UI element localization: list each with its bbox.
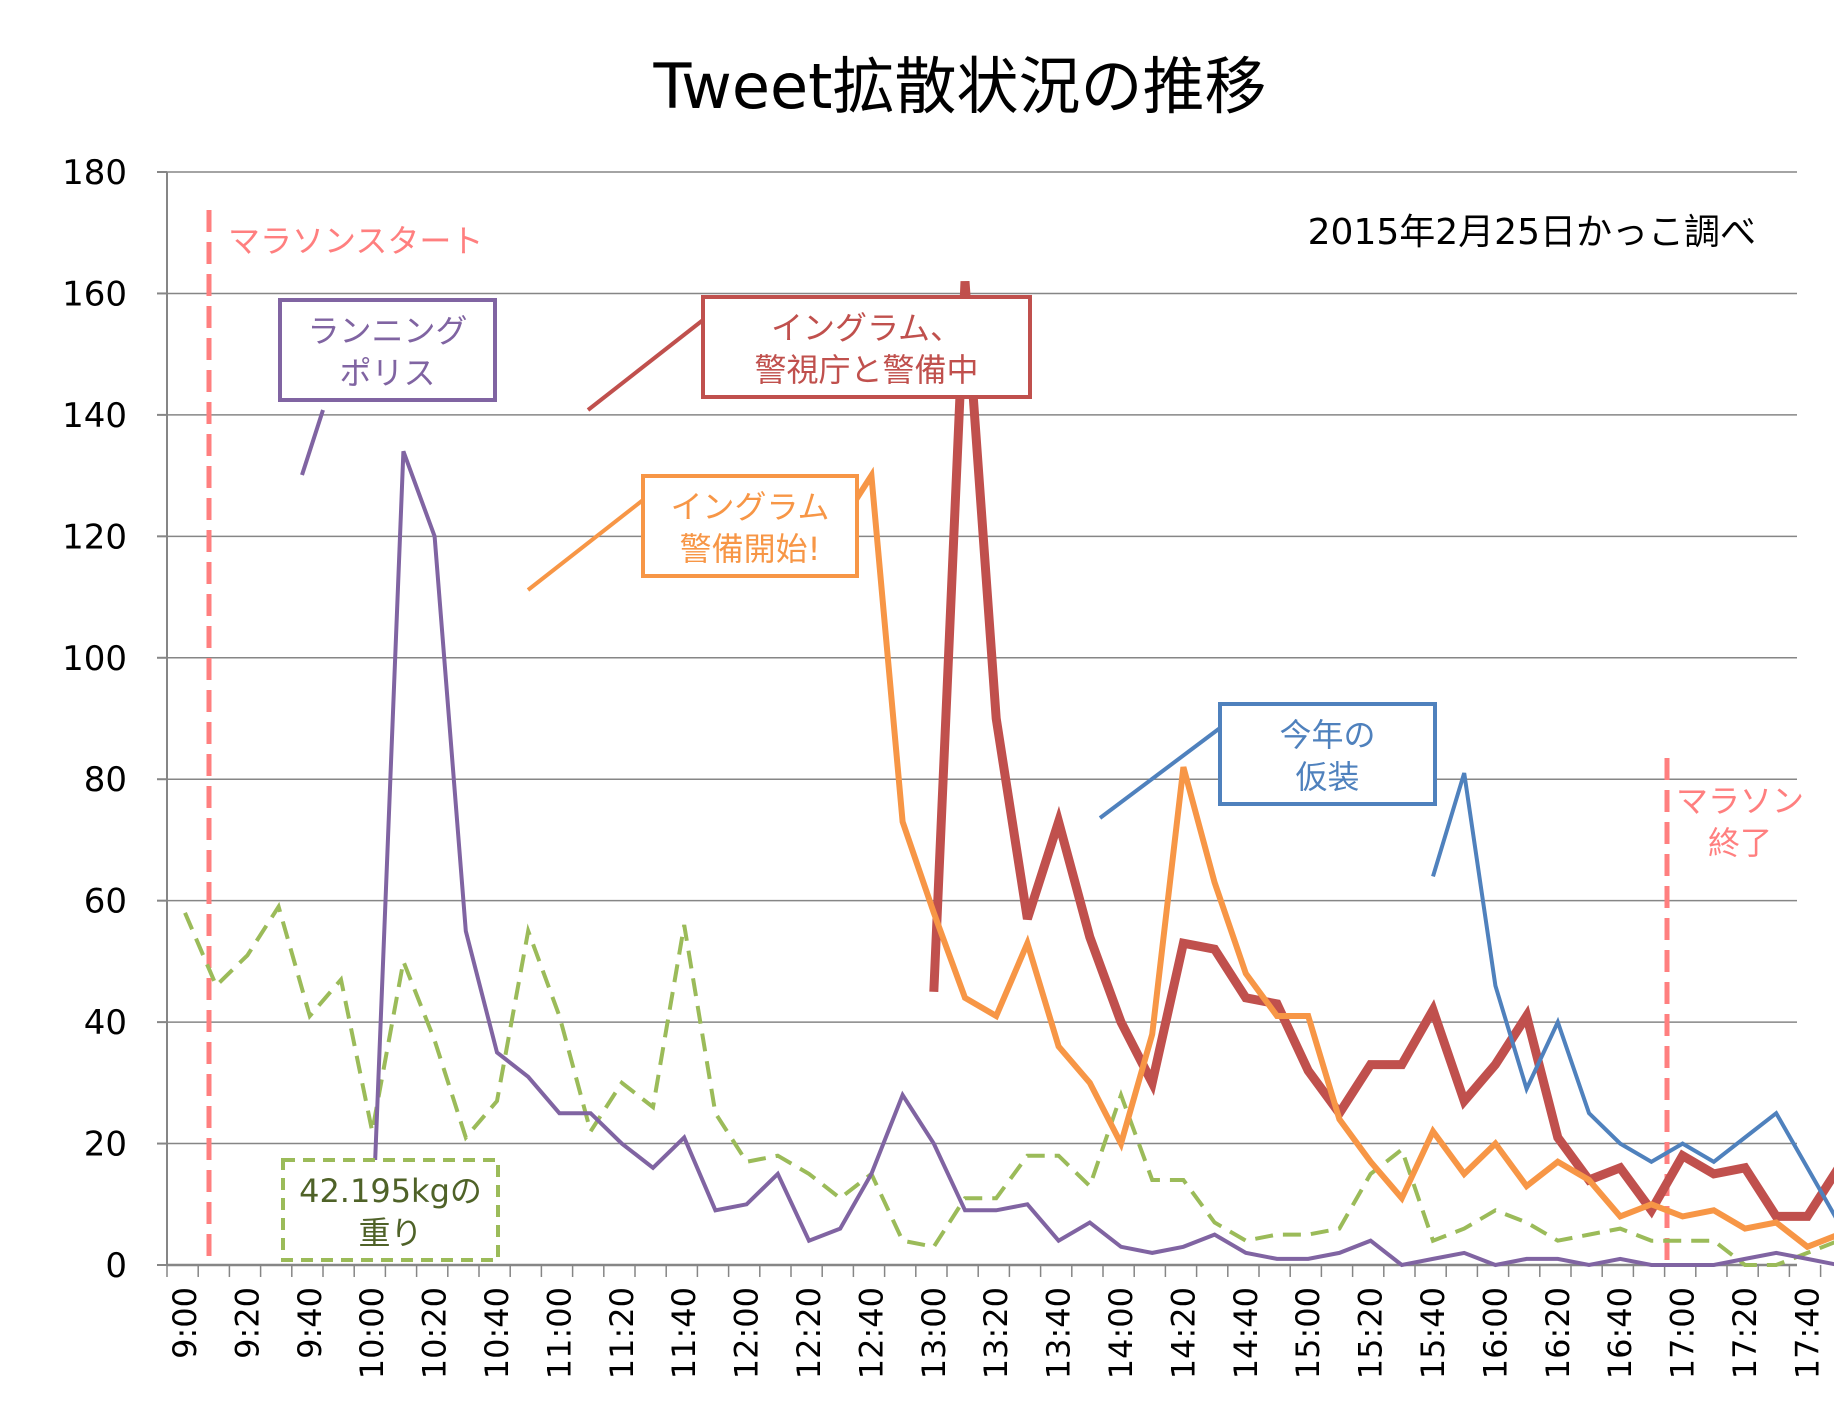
y-tick-label: 180	[62, 153, 127, 193]
x-tick-label: 13:40	[1040, 1287, 1078, 1379]
x-tick-label: 11:00	[540, 1287, 578, 1379]
x-tick-label: 15:40	[1414, 1287, 1452, 1379]
annotation-box	[701, 295, 1032, 399]
annotation-text: イングラム、	[771, 309, 962, 347]
x-tick-label: 10:40	[478, 1287, 516, 1379]
y-tick-label: 160	[62, 274, 127, 314]
source-note: 2015年2月25日かっこ調べ	[1308, 212, 1756, 253]
x-tick-label: 16:20	[1539, 1287, 1577, 1379]
x-axis: 9:00 9:20 9:40 10:00 10:20 10:40 11:00 11:20 11:…	[166, 1287, 1826, 1379]
annotation-text: ポリス	[339, 354, 435, 392]
marathon-start-label: マラソンスタート	[228, 222, 483, 260]
series-line-red	[929, 280, 1834, 1221]
x-tick-label: 13:20	[977, 1287, 1015, 1379]
series-lines	[183, 280, 1834, 1268]
series-line-blue	[1431, 772, 1834, 1219]
annotation-text: イングラム	[670, 488, 829, 526]
y-tick-label: 20	[84, 1125, 127, 1165]
annotation-text: 警視庁と警備中	[754, 351, 978, 389]
x-tick-label: 12:20	[790, 1287, 828, 1379]
annotation-leader	[586, 318, 705, 412]
annotation-box	[641, 474, 859, 578]
y-tick-label: 0	[105, 1246, 127, 1286]
marathon-end-label: マラソン	[1676, 782, 1804, 820]
annotation-text: 今年の	[1279, 716, 1375, 754]
x-tick-label: 16:40	[1601, 1287, 1639, 1379]
annotation-text: ランニング	[307, 312, 467, 350]
annotation-text: 警備開始!	[680, 530, 821, 568]
annotation-box	[278, 298, 497, 402]
annotation-text: 仮装	[1295, 758, 1359, 796]
x-tick-label: 12:40	[852, 1287, 890, 1379]
y-tick-label: 60	[84, 882, 127, 922]
y-tick-label: 140	[62, 396, 127, 436]
x-tick-label: 15:20	[1352, 1287, 1390, 1379]
y-tick-label: 40	[84, 1003, 127, 1043]
x-tick-label: 13:00	[915, 1287, 953, 1379]
annotation-text: 42.195kgの	[299, 1172, 482, 1210]
annotation-leader	[1098, 726, 1222, 820]
series-line-orange	[837, 466, 1834, 1251]
series-line-dashed	[183, 901, 1834, 1267]
x-tick-label: 9:40	[291, 1287, 329, 1359]
x-tick-label: 10:00	[353, 1287, 391, 1379]
marathon-end-label: 終了	[1708, 824, 1772, 862]
x-tick-label: 17:00	[1664, 1287, 1702, 1379]
x-tick-label: 16:00	[1476, 1287, 1514, 1379]
x-tick-label: 17:40	[1788, 1287, 1826, 1379]
x-tick-label: 14:20	[1164, 1287, 1202, 1379]
x-tick-label: 14:40	[1227, 1287, 1265, 1379]
x-tick-label: 9:20	[228, 1287, 266, 1359]
x-tick-label: 11:20	[603, 1287, 641, 1379]
y-axis: 0 20 40 60 80 100 120 140 160 180	[62, 153, 127, 1286]
series-line-purple	[370, 450, 1834, 1268]
annotation-leader	[526, 498, 645, 592]
annotation-box	[1218, 702, 1437, 806]
x-tick-label: 11:40	[665, 1287, 703, 1379]
y-tick-label: 120	[62, 517, 127, 557]
x-tick-label: 14:00	[1102, 1287, 1140, 1379]
annotation-box	[281, 1158, 500, 1262]
x-tick-label: 9:00	[166, 1287, 204, 1359]
annotation-text: 重り	[358, 1214, 422, 1252]
y-tick-label: 100	[62, 639, 127, 679]
chart-title: Tweet拡散状況の推移	[653, 50, 1267, 123]
x-tick-label: 17:20	[1726, 1287, 1764, 1379]
annotation-leader	[300, 409, 325, 476]
x-tick-label: 15:00	[1289, 1287, 1327, 1379]
x-tick-label: 10:20	[416, 1287, 454, 1379]
x-tick-label: 12:00	[728, 1287, 766, 1379]
y-tick-label: 80	[84, 760, 127, 800]
